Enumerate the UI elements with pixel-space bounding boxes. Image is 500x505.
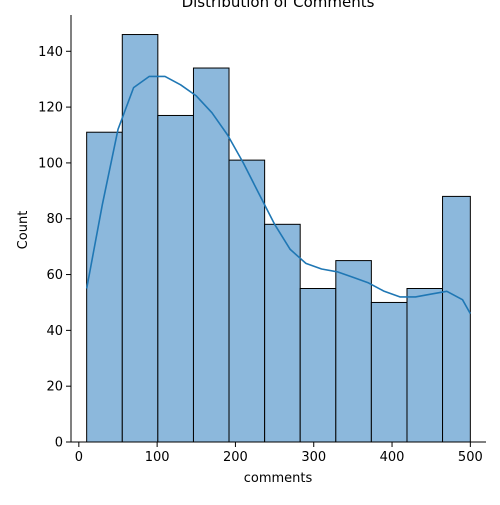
axes-layer: 0 100 200 300 400 500 0 20 40 60 80 100 120 140 [38, 15, 486, 465]
histogram-bar [299, 288, 337, 443]
kde-layer [85, 75, 471, 314]
y-tick-label: 100 [38, 156, 63, 171]
histogram-bar [121, 34, 159, 443]
histogram-bar [370, 301, 408, 443]
y-tick-label: 0 [55, 436, 63, 451]
y-tick-label: 40 [46, 324, 63, 339]
histogram-bar [335, 260, 372, 443]
y-tick-label: 140 [38, 45, 63, 60]
y-tick-label: 60 [46, 268, 63, 283]
y-tick-label: 120 [38, 101, 63, 116]
y-axis-label: Count [16, 211, 31, 250]
histogram-bar [264, 223, 301, 443]
histogram-bar [192, 67, 230, 443]
histogram-bar [157, 114, 194, 443]
kde-line [85, 75, 471, 314]
y-tick-label: 20 [46, 380, 63, 395]
x-tick-label: 500 [458, 450, 483, 465]
x-tick-label: 100 [145, 450, 170, 465]
histogram-bar [406, 288, 444, 443]
x-tick-label: 300 [301, 450, 326, 465]
histogram-bar [442, 195, 471, 443]
x-axis-label: comments [244, 471, 313, 486]
chart-title: Distribution of Comments [182, 0, 375, 11]
histogram-bar [228, 159, 266, 443]
y-tick-label: 80 [46, 212, 63, 227]
x-tick-label: 200 [223, 450, 248, 465]
x-tick-label: 0 [75, 450, 83, 465]
x-tick-label: 400 [380, 450, 405, 465]
histogram-bar [86, 131, 123, 443]
bars-layer [86, 34, 471, 443]
